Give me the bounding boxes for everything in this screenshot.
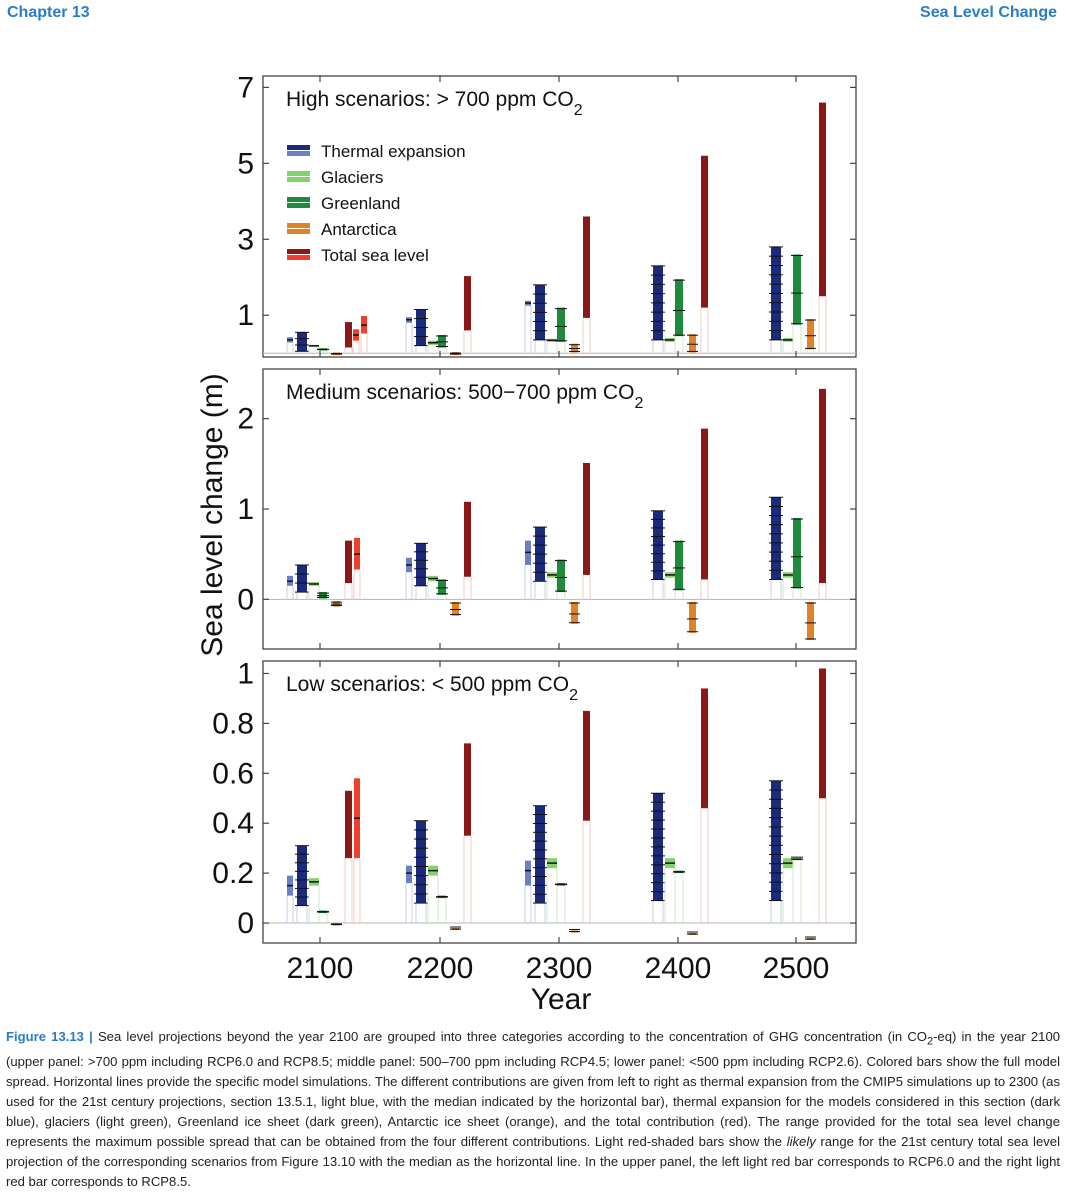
legend-swatch-total (287, 249, 310, 254)
caption-italic: likely (786, 1133, 816, 1149)
panel-3-ytick-label: 0.2 (212, 857, 254, 890)
panel-3-frame (262, 660, 857, 944)
panel-2-ytick-label: 1 (237, 493, 254, 526)
panel-2-ytick-label: 2 (237, 403, 254, 436)
legend-swatch-antarctica (287, 223, 310, 228)
xtick-label-2300: 2300 (526, 952, 593, 985)
legend-label-greenland: Greenland (321, 194, 400, 213)
panel-2-ytick-label: 0 (237, 583, 254, 616)
panel-1-ytick-label: 7 (237, 71, 254, 104)
panel-1-bar-2300-total (583, 216, 590, 318)
section-label: Sea Level Change (920, 4, 1057, 21)
panel-2-bar-2500-total (819, 388, 826, 584)
panel-2-title: Medium scenarios: 500−700 ppm CO2 (286, 381, 643, 412)
xtick-label-2500: 2500 (763, 952, 830, 985)
legend-swatch-glaciers (287, 171, 310, 176)
legend-swatch-total-alt (287, 255, 310, 260)
panel-1-bar-2200-total (464, 276, 471, 331)
panel-3-bar-2300-thermal (535, 805, 545, 904)
panel-1-ytick-label: 3 (237, 223, 254, 256)
panel-3-title: Low scenarios: < 500 ppm CO2 (286, 673, 578, 704)
panel-3-ytick-label: 1 (237, 657, 254, 690)
legend-swatch-glaciers-alt (287, 177, 310, 182)
panel-2-bar-2400-total (701, 428, 708, 580)
legend-swatch-thermal-alt (287, 151, 310, 156)
legend-label-total: Total sea level (321, 246, 429, 265)
panel-1-bar-2400-antarctica (689, 334, 696, 353)
caption-text-3: range for the 21st century total sea lev… (6, 1133, 1060, 1189)
panel-1-bar-2200-greenland (438, 334, 446, 348)
panel-3-bar-2400-total (701, 688, 708, 809)
panel-2-bar-2500-greenland (793, 518, 801, 589)
legend-swatch-greenland (287, 197, 310, 202)
panel-2-bar-2200-total (464, 501, 471, 577)
y-axis-title: Sea level change (m) (196, 373, 229, 656)
panel-3-bar-2200-total (464, 743, 471, 836)
panel-2-bar-2500-thermal (771, 497, 781, 580)
panel-2-bar-2300-total (583, 462, 590, 575)
legend-label-thermal: Thermal expansion (321, 142, 466, 161)
xtick-label-2200: 2200 (407, 952, 474, 985)
figure-caption: Figure 13.13 | Sea level projections bey… (6, 1027, 1060, 1192)
caption-sub: 2 (926, 1035, 934, 1048)
panel-1-bar-2500-total (819, 102, 826, 297)
panel-2-bar-2300-antarctica (571, 602, 578, 624)
panel-3-bar-2200-thermal (416, 820, 426, 904)
caption-text-1: Sea level projections beyond the year 21… (92, 1029, 927, 1044)
chapter-label: Chapter 13 (7, 4, 90, 21)
panel-3-ytick-label: 0.6 (212, 757, 254, 790)
xtick-label-2100: 2100 (287, 952, 354, 985)
sea-level-figure: 1 3 5 7 High scenarios: > 700 ppm CO2 0 1 2 Medi… (196, 71, 857, 1016)
panel-1-bar-2400-total (701, 155, 708, 308)
panel-1-bar-2500-greenland (793, 254, 801, 325)
panel-2-bar-2200-greenland (438, 579, 446, 595)
panel-3-ytick-label: 0.4 (212, 807, 254, 840)
panel-1-bar-2500-antarctica (807, 319, 814, 350)
panel-3-bar-2500-total (819, 668, 826, 799)
panel-1-bar-2300-greenland (557, 307, 565, 342)
panel-3-bar-2300-total (583, 710, 590, 821)
panel-1-bar-2100-total (345, 322, 352, 348)
panel-2-bar-2400-greenland (675, 540, 683, 591)
xtick-label-2400: 2400 (645, 952, 712, 985)
panel-1-bar-2400-greenland (675, 279, 683, 337)
panel-1-bar-2100-thermal (297, 332, 307, 352)
legend-label-antarctica: Antarctica (321, 220, 397, 239)
panel-3-bar-2300-thermal_cmip5 (525, 860, 531, 886)
panel-2-bar-2300-greenland (557, 559, 565, 593)
panel-1-title: High scenarios: > 700 ppm CO2 (286, 88, 583, 119)
legend-swatch-thermal (287, 145, 310, 150)
panel-3-bar-2100-total (345, 790, 352, 859)
panel-2-bar-2500-antarctica (807, 602, 814, 640)
panel-3-ytick-label: 0 (237, 907, 254, 940)
legend-swatch-antarctica-alt (287, 229, 310, 234)
panel-2-bar-2200-thermal (416, 543, 426, 586)
panel-3-bar-2100-thermal (297, 845, 307, 906)
panel-2-bar-2400-antarctica (689, 602, 696, 633)
panel-3-bar-2200-thermal_cmip5 (406, 865, 412, 884)
caption-label: Figure 13.13 | (6, 1029, 93, 1044)
panel-2-bar-2200-antarctica (452, 602, 459, 616)
panel-1-ytick-label: 1 (237, 299, 254, 332)
panel-3-ytick-label: 0.8 (212, 707, 254, 740)
panel-2-frame (262, 368, 857, 650)
legend-label-glaciers: Glaciers (321, 168, 383, 187)
x-axis-title: Year (531, 983, 592, 1016)
caption-text-2: -eq) in the year 2100 (upper panel: >700… (6, 1029, 1061, 1149)
panel-2-bar-2100-thermal (297, 565, 307, 593)
panel-2-bar-2100-total (345, 540, 352, 584)
panel-3-bar-2500-thermal (771, 780, 781, 901)
panel-1-ytick-label: 5 (237, 147, 254, 180)
legend-swatch-greenland-alt (287, 203, 310, 208)
